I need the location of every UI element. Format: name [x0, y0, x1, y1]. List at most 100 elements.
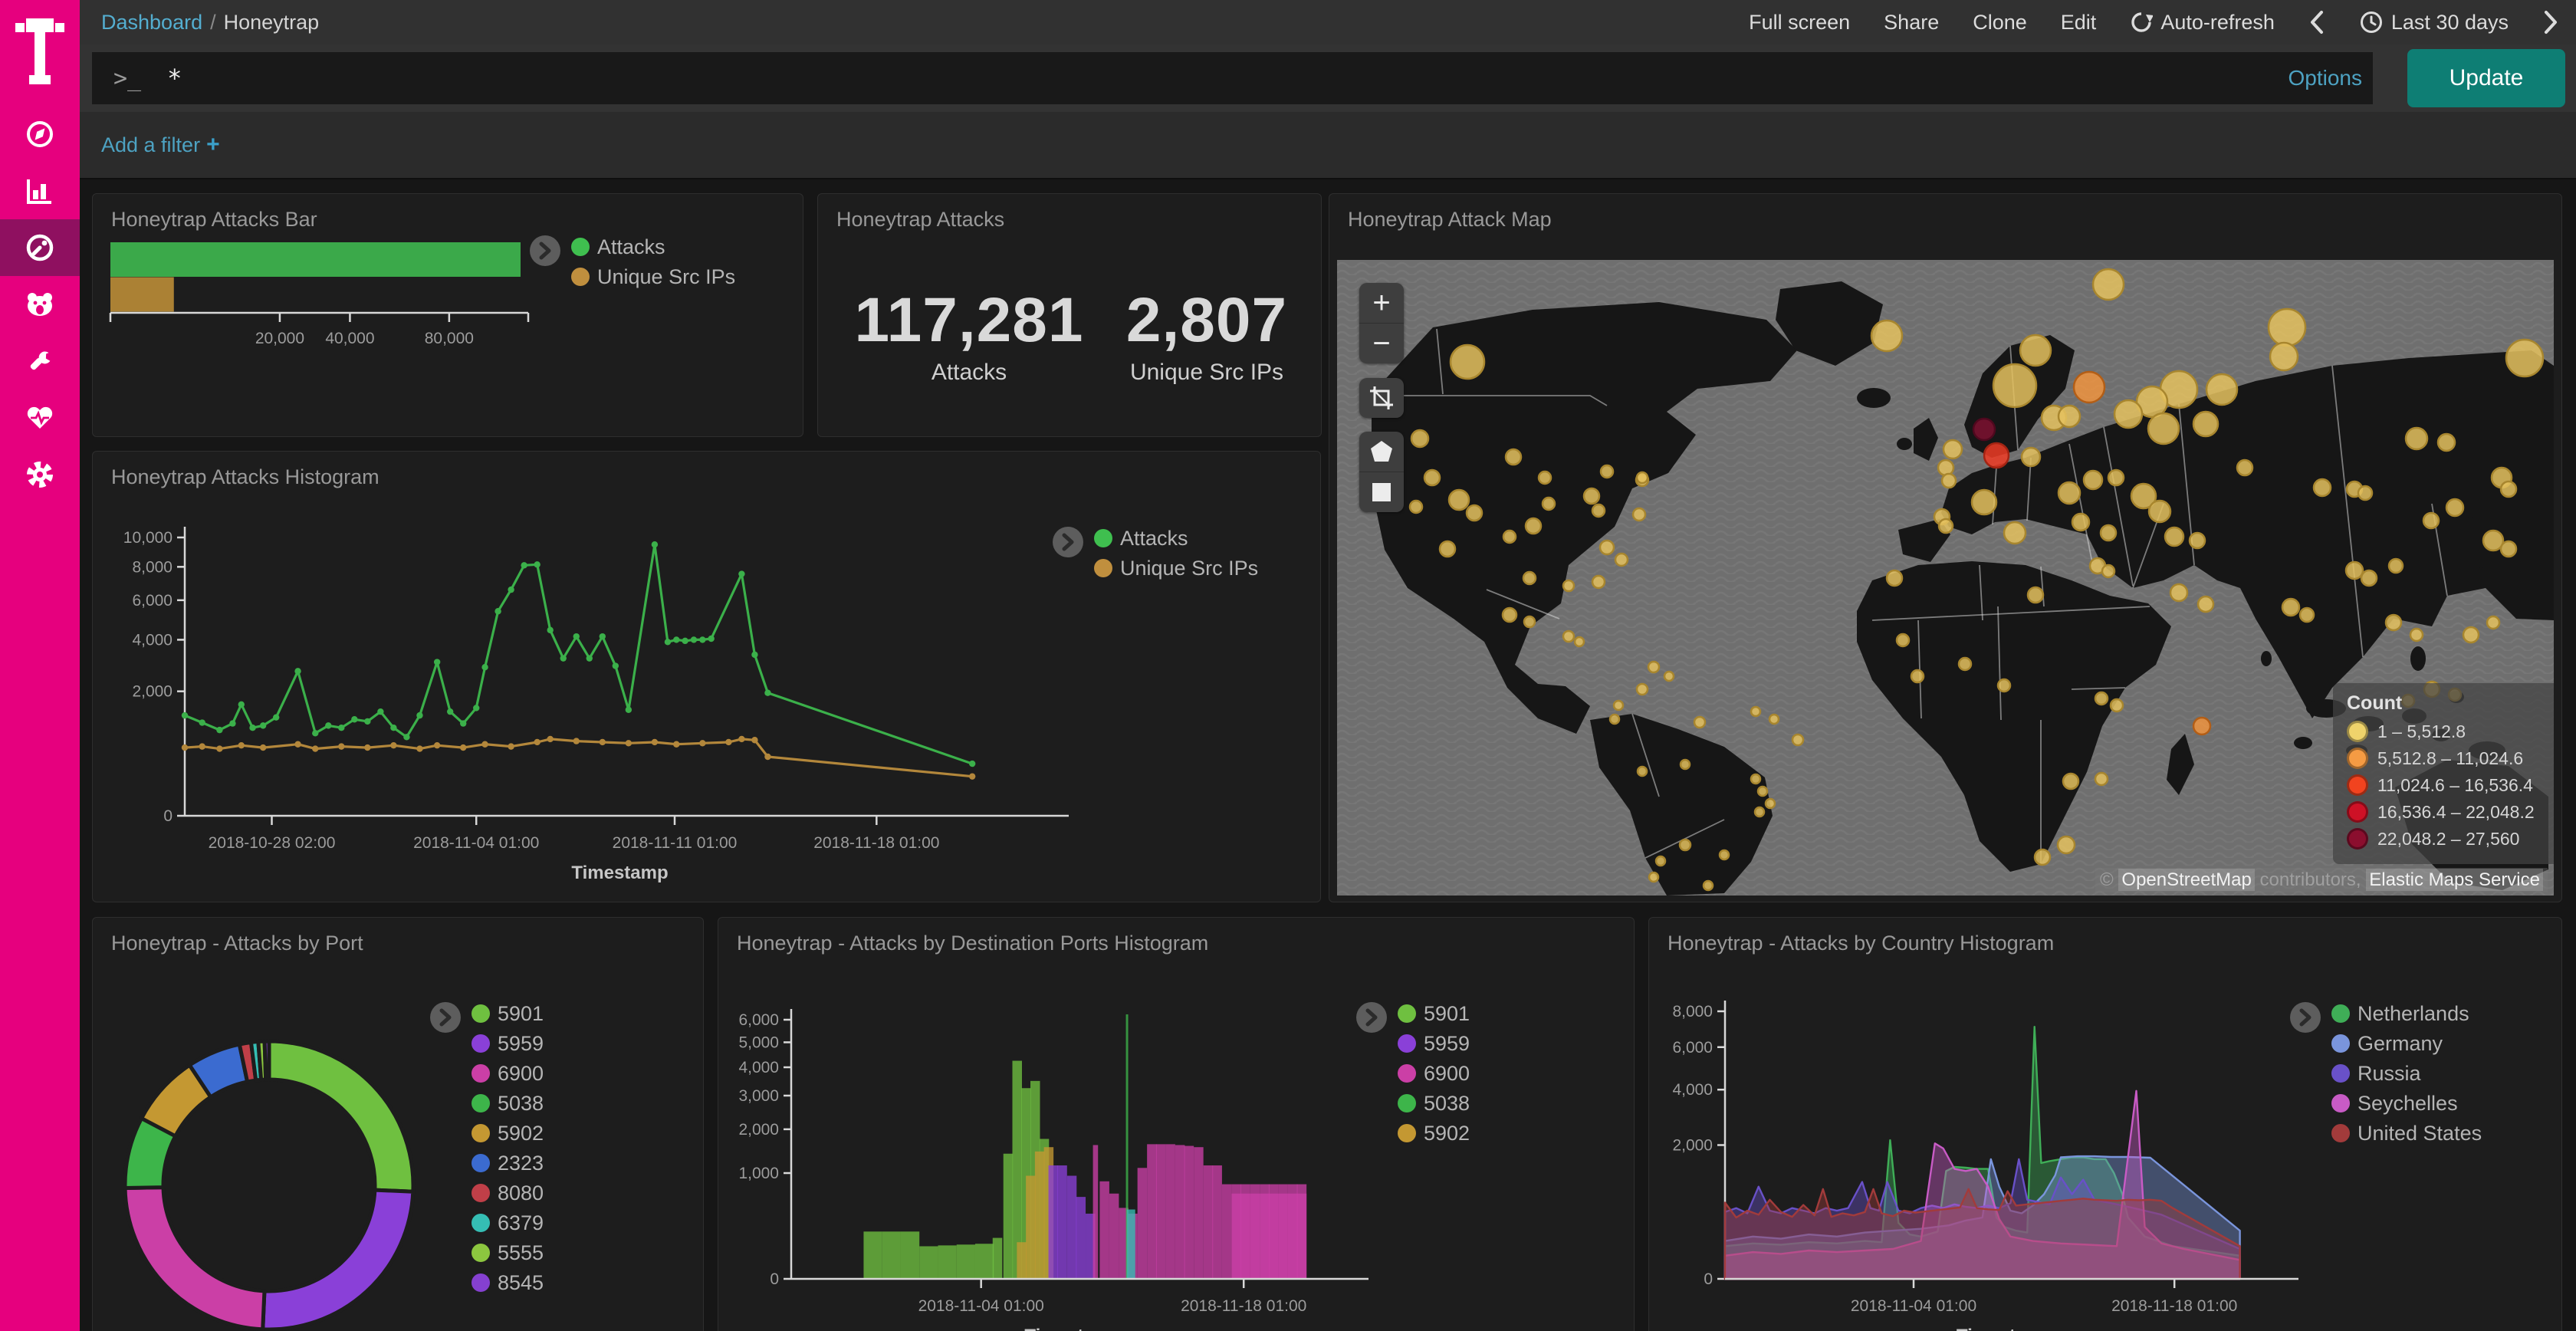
- map-bubble[interactable]: [1465, 504, 1484, 522]
- legend-item[interactable]: 8545: [472, 1271, 544, 1294]
- map-bubble[interactable]: [1501, 606, 1518, 623]
- legend-item[interactable]: Unique Src IPs: [1094, 557, 1258, 580]
- map-bubble[interactable]: [2003, 521, 2027, 545]
- map-bubble[interactable]: [2033, 848, 2052, 866]
- map-bubble[interactable]: [1791, 733, 1805, 747]
- map-bubble[interactable]: [1702, 879, 1714, 892]
- map-bubble[interactable]: [2147, 412, 2180, 445]
- map-bubble[interactable]: [2020, 446, 2042, 468]
- map-bubble[interactable]: [1504, 448, 1523, 466]
- map-bubble[interactable]: [1718, 849, 1730, 861]
- attacks-histogram-chart[interactable]: 0 2,000 4,000 6,000 8,000 10,000 2018-10-28 02…: [93, 452, 1320, 902]
- time-range-picker[interactable]: Last 30 days: [2359, 10, 2509, 35]
- ports-histogram-chart[interactable]: 0 1,000 2,000 3,000 4,000 5,000 6,000 2018-11-0…: [718, 918, 1634, 1331]
- map-bubble[interactable]: [2445, 498, 2465, 518]
- map-bubble[interactable]: [1573, 636, 1585, 648]
- map-bubble[interactable]: [2101, 564, 2116, 579]
- map-bubble[interactable]: [1635, 682, 1649, 696]
- sidebar-item-heartbeat[interactable]: [0, 389, 80, 446]
- share-button[interactable]: Share: [1884, 10, 1940, 34]
- attacks-bar-chart[interactable]: 20,000 40,000 80,000: [93, 194, 803, 436]
- map-bubble[interactable]: [2360, 569, 2378, 587]
- map-bubble[interactable]: [2196, 595, 2215, 613]
- world-map[interactable]: + − Count 1 – 5,512.8 5,512.8 – 11,024.6 1…: [1337, 260, 2554, 896]
- map-bubble[interactable]: [1970, 488, 1998, 516]
- map-bubble[interactable]: [1750, 773, 1762, 785]
- zoom-out-button[interactable]: −: [1372, 326, 1391, 360]
- legend-item[interactable]: 5959: [1398, 1032, 1470, 1055]
- map-bubble[interactable]: [2057, 481, 2082, 505]
- map-bubble[interactable]: [2188, 531, 2206, 550]
- time-back-icon[interactable]: [2308, 9, 2325, 35]
- sidebar-item-bar-chart[interactable]: [0, 163, 80, 219]
- map-bubble[interactable]: [2436, 432, 2456, 452]
- map-bubble[interactable]: [2298, 606, 2315, 623]
- map-bubble[interactable]: [1541, 496, 1556, 511]
- map-bubble[interactable]: [2099, 524, 2118, 542]
- map-bubble[interactable]: [2404, 426, 2429, 451]
- map-bubble[interactable]: [1957, 656, 1973, 672]
- country-histogram-chart[interactable]: 0 2,000 4,000 6,000 8,000 2018-11-04 01:00 201…: [1649, 918, 2561, 1331]
- map-bubble[interactable]: [1523, 615, 1536, 629]
- map-bubble[interactable]: [1582, 487, 1601, 505]
- map-bubble[interactable]: [2409, 627, 2424, 642]
- telekom-logo[interactable]: [0, 17, 80, 90]
- map-bubble[interactable]: [1447, 488, 1470, 511]
- map-bubble[interactable]: [1636, 765, 1648, 777]
- map-bubble[interactable]: [2482, 529, 2505, 552]
- map-bubble[interactable]: [2091, 268, 2125, 301]
- add-filter-link[interactable]: Add a filter +: [101, 132, 220, 157]
- legend-item[interactable]: 5902: [1398, 1122, 1470, 1145]
- legend-item[interactable]: 2323: [472, 1152, 544, 1175]
- sidebar-item-gear[interactable]: [0, 446, 80, 503]
- legend-item[interactable]: 5901: [472, 1002, 544, 1025]
- clone-button[interactable]: Clone: [1973, 10, 2027, 34]
- map-bubble[interactable]: [1635, 471, 1649, 485]
- auto-refresh-button[interactable]: Auto-refresh: [2130, 11, 2275, 35]
- full-screen-button[interactable]: Full screen: [1749, 10, 1851, 34]
- map-bubble[interactable]: [1983, 442, 2010, 469]
- map-bubble[interactable]: [2019, 334, 2052, 367]
- legend-item[interactable]: Unique Src IPs: [571, 265, 735, 288]
- map-bubble[interactable]: [2281, 597, 2301, 617]
- map-bubble[interactable]: [2130, 482, 2157, 510]
- legend-item[interactable]: 6900: [472, 1062, 544, 1085]
- legend-item[interactable]: 5902: [472, 1122, 544, 1145]
- map-bubble[interactable]: [1591, 574, 1606, 590]
- map-bubble[interactable]: [2082, 469, 2104, 491]
- map-bubble[interactable]: [1562, 579, 1576, 593]
- map-bubble[interactable]: [1992, 363, 2038, 409]
- map-bubble[interactable]: [1591, 503, 1606, 518]
- map-bubble[interactable]: [1502, 529, 1517, 544]
- map-bubble[interactable]: [2113, 399, 2144, 429]
- zoom-in-button[interactable]: +: [1359, 283, 1404, 324]
- map-bubble[interactable]: [2205, 373, 2239, 406]
- sidebar-item-wrench[interactable]: [0, 333, 80, 389]
- edit-button[interactable]: Edit: [2060, 10, 2097, 34]
- legend-toggle-chevron-icon[interactable]: [1356, 1002, 1387, 1033]
- breadcrumb-dashboard-link[interactable]: Dashboard: [101, 10, 203, 34]
- sidebar-item-gauge[interactable]: [0, 219, 80, 276]
- legend-item[interactable]: 5555: [472, 1241, 544, 1264]
- map-bubble[interactable]: [2094, 691, 2109, 706]
- map-bubble[interactable]: [1410, 429, 1430, 449]
- sidebar-item-compass[interactable]: [0, 106, 80, 163]
- map-bubble[interactable]: [2164, 526, 2185, 547]
- ems-link[interactable]: Elastic Maps Service: [2366, 869, 2543, 891]
- search-input[interactable]: >_ * Options: [92, 52, 2373, 104]
- fit-bounds-icon[interactable]: [1359, 378, 1404, 418]
- map-bubble[interactable]: [2062, 772, 2080, 790]
- legend-item[interactable]: 6900: [1398, 1062, 1470, 1085]
- legend-item[interactable]: 8080: [472, 1181, 544, 1204]
- map-bubble[interactable]: [1693, 715, 1707, 729]
- map-bubble[interactable]: [1870, 319, 1904, 353]
- map-bubble[interactable]: [1648, 871, 1660, 883]
- sidebar-item-bear[interactable]: [0, 276, 80, 333]
- map-bubble[interactable]: [1654, 855, 1667, 867]
- map-bubble[interactable]: [1937, 518, 1954, 534]
- map-bubble[interactable]: [2057, 404, 2082, 429]
- map-bubble[interactable]: [2169, 583, 2189, 603]
- legend-item[interactable]: 5038: [472, 1092, 544, 1115]
- map-bubble[interactable]: [2072, 370, 2106, 404]
- map-bubble[interactable]: [2505, 338, 2545, 378]
